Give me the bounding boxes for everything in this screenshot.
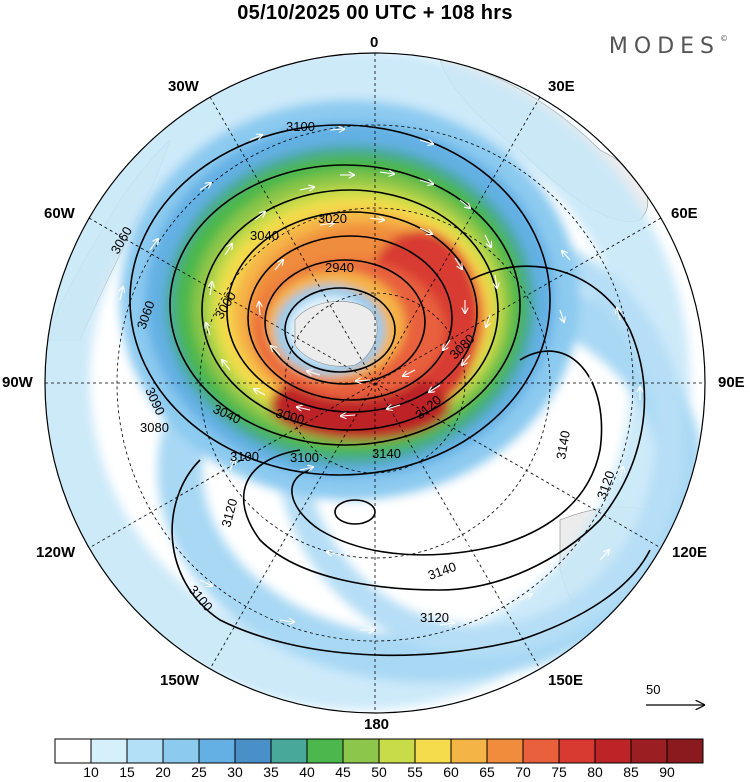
contour-label: 2940: [325, 260, 354, 275]
lon-label-90e: 90E: [718, 374, 745, 391]
colorbar-tick-label: 80: [587, 764, 603, 780]
colorbar-tick-label: 35: [263, 764, 279, 780]
contour-label: 3100: [230, 449, 259, 464]
colorbar-tick-label: 45: [335, 764, 351, 780]
colorbar-swatch: [342, 738, 380, 764]
colorbar-tick-label: 50: [371, 764, 387, 780]
lon-label-60w: 60W: [44, 205, 75, 222]
colorbar-swatch: [198, 738, 236, 764]
wind-vectors: [110, 129, 640, 630]
colorbar-swatch: [234, 738, 272, 764]
colorbar: [54, 738, 704, 764]
brand-logo: MODES©: [609, 34, 728, 59]
colorbar-tick-label: 75: [551, 764, 567, 780]
colorbar-tick-label: 10: [83, 764, 99, 780]
lon-label-0: 0: [370, 34, 379, 51]
colorbar-swatch: [162, 738, 200, 764]
lon-label-90w: 90W: [2, 374, 33, 391]
map-title: 05/10/2025 00 UTC + 108 hrs: [237, 2, 513, 24]
colorbar-swatch: [594, 738, 632, 764]
colorbar-tick-label: 70: [515, 764, 531, 780]
colorbar-swatch: [558, 738, 596, 764]
lon-label-180: 180: [364, 716, 390, 733]
contour-label: 3080: [140, 420, 169, 435]
lon-label-30e: 30E: [548, 78, 575, 95]
colorbar-swatch: [450, 738, 488, 764]
contour-label: 3040: [250, 228, 279, 243]
colorbar-tick-label: 30: [227, 764, 243, 780]
colorbar-labels: 10 15 20 25 30 35 40 45 50 55 60 65 70 75 80 85 90: [54, 764, 704, 782]
lon-label-120e: 120E: [672, 544, 708, 561]
colorbar-tick-label: 40: [299, 764, 315, 780]
contour-label: 3120: [218, 497, 240, 529]
colorbar-swatch: [666, 738, 704, 764]
colorbar-swatch: [90, 738, 128, 764]
lon-label-150w: 150W: [160, 672, 200, 689]
colorbar-swatch: [522, 738, 560, 764]
height-contours: [129, 124, 651, 657]
reference-vector-label: 50: [646, 682, 661, 697]
contour-label: 3140: [553, 429, 573, 460]
brand-name: MODES: [608, 34, 720, 59]
wind-speed-field: [45, 53, 705, 713]
contour-label: 3000: [274, 405, 306, 427]
colorbar-swatch: [414, 738, 452, 764]
colorbar-swatch: [54, 738, 92, 764]
colorbar-swatch: [306, 738, 344, 764]
lon-label-30w: 30W: [168, 78, 199, 95]
colorbar-swatch: [486, 738, 524, 764]
colorbar-swatch: [270, 738, 308, 764]
colorbar-tick-label: 65: [479, 764, 495, 780]
colorbar-swatch: [378, 738, 416, 764]
map-border: [44, 52, 706, 714]
colorbar-swatch: [126, 738, 164, 764]
contour-label: 3100: [286, 119, 315, 134]
colorbar-tick-label: 60: [443, 764, 459, 780]
colorbar-tick-label: 55: [407, 764, 423, 780]
contour-label: 3120: [420, 610, 449, 625]
lon-label-150e: 150E: [548, 672, 584, 689]
colorbar-tick-label: 25: [191, 764, 207, 780]
colorbar-tick-label: 20: [155, 764, 171, 780]
copyright-mark: ©: [720, 34, 728, 43]
contour-label: 3020: [318, 211, 347, 226]
lon-label-120w: 120W: [36, 544, 76, 561]
lon-label-60e: 60E: [671, 205, 698, 222]
landmass-antarctica: [294, 300, 378, 367]
colorbar-tick-label: 15: [119, 764, 135, 780]
contour-label: 3100: [290, 450, 319, 465]
colorbar-swatch: [630, 738, 668, 764]
colorbar-tick-label: 90: [659, 764, 675, 780]
contour-label: 3140: [372, 446, 401, 461]
colorbar-tick-label: 85: [623, 764, 639, 780]
